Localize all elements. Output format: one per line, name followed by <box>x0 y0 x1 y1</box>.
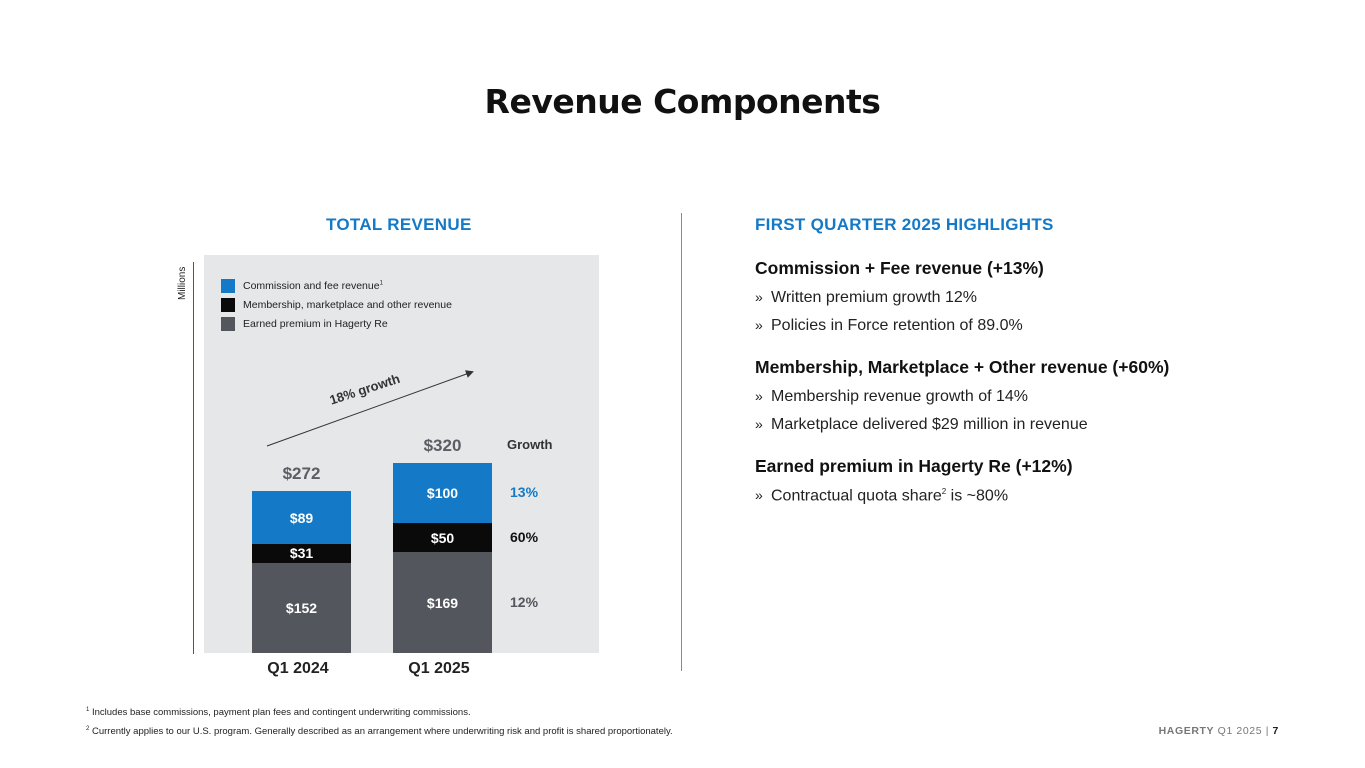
y-axis-line <box>193 262 194 654</box>
highlight-heading: Membership, Marketplace + Other revenue … <box>755 357 1170 377</box>
legend-item-earned-premium: Earned premium in Hagerty Re <box>221 314 452 333</box>
legend-swatch-earned-premium <box>221 316 235 331</box>
footer-period: Q1 2025 <box>1217 725 1263 737</box>
legend-label-earned-premium: Earned premium in Hagerty Re <box>243 317 388 330</box>
growth-header: Growth <box>507 437 553 452</box>
highlight-heading: Commission + Fee revenue (+13%) <box>755 258 1044 278</box>
highlight-group-commission: Commission + Fee revenue (+13%) » Written… <box>755 258 1315 335</box>
highlight-item: » Written premium growth 12% <box>755 289 977 306</box>
growth-earned-premium: 12% <box>510 593 539 610</box>
footer: HAGERTY Q1 2025 | 7 <box>1159 725 1279 737</box>
footer-separator: | <box>1265 725 1270 737</box>
highlight-item: » Policies in Force retention of 89.0% <box>755 317 1023 334</box>
legend-swatch-membership <box>221 297 235 312</box>
page-title: Revenue Components <box>484 82 881 121</box>
page-number: 7 <box>1272 725 1279 737</box>
x-label-q1-2024: Q1 2024 <box>267 660 329 677</box>
bar-q1-2025-membership: $50 <box>393 522 492 553</box>
highlights-list: Commission + Fee revenue (+13%) » Written… <box>755 258 1315 519</box>
total-q1-2025: $320 <box>423 436 462 456</box>
highlight-group-earned-premium: Earned premium in Hagerty Re (+12%) » Con… <box>755 456 1315 505</box>
growth-membership: 60% <box>510 528 539 545</box>
legend-item-commission: Commission and fee revenue1 <box>221 276 452 295</box>
bar-q1-2024-commission: $89 <box>252 491 351 545</box>
highlight-group-membership: Membership, Marketplace + Other revenue … <box>755 357 1315 434</box>
total-revenue-title: TOTAL REVENUE <box>326 215 472 234</box>
highlight-item: » Membership revenue growth of 14% <box>755 388 1029 405</box>
chart-legend: Commission and fee revenue1 Membership, … <box>221 276 452 333</box>
section-divider <box>681 213 682 671</box>
bar-q1-2024-earned-premium: $152 <box>252 562 351 653</box>
total-q1-2024: $272 <box>282 464 321 484</box>
x-label-q1-2025: Q1 2025 <box>408 660 470 677</box>
footer-brand: HAGERTY <box>1158 725 1215 737</box>
highlight-item: » Marketplace delivered $29 million in re… <box>755 416 1088 433</box>
footnote-1: 1 Includes base commissions, payment pla… <box>86 707 471 719</box>
legend-swatch-commission <box>221 278 235 293</box>
legend-label-membership: Membership, marketplace and other revenu… <box>243 298 452 311</box>
highlight-item: » Contractual quota share2 is ~80% <box>755 487 1009 505</box>
bar-q1-2024-membership: $31 <box>252 544 351 563</box>
legend-item-membership: Membership, marketplace and other revenu… <box>221 295 452 314</box>
footnote-2: 2 Currently applies to our U.S. program.… <box>86 726 673 738</box>
growth-commission: 13% <box>510 483 539 500</box>
highlights-title: FIRST QUARTER 2025 HIGHLIGHTS <box>755 215 1054 234</box>
bar-q1-2025-earned-premium: $169 <box>393 552 492 653</box>
legend-label-commission: Commission and fee revenue1 <box>243 279 383 292</box>
bar-q1-2025-commission: $100 <box>393 463 492 523</box>
highlight-heading: Earned premium in Hagerty Re (+12%) <box>755 456 1073 476</box>
